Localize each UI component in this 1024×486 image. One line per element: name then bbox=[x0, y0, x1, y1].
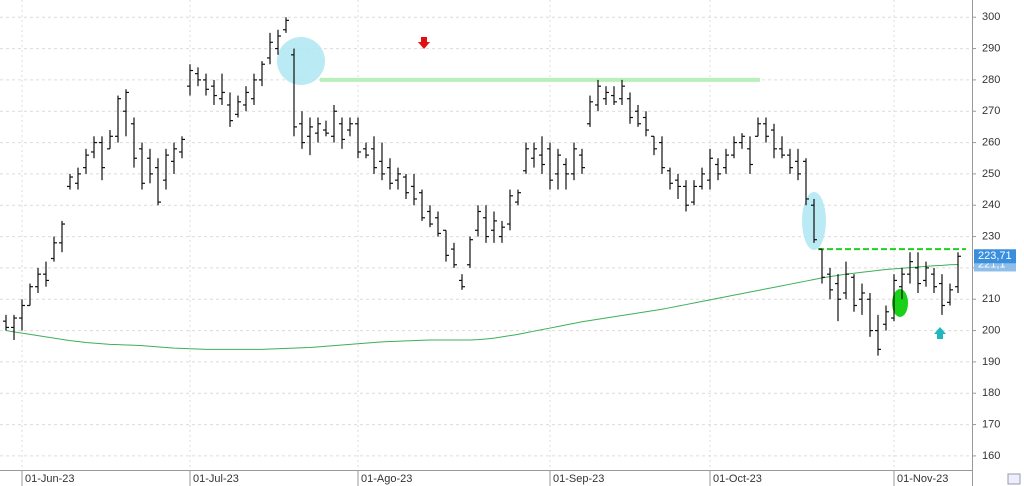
y-tick-label: 270 bbox=[982, 105, 1000, 117]
up-arrow bbox=[934, 327, 946, 339]
highlight-circle bbox=[277, 37, 325, 85]
y-tick-label: 160 bbox=[982, 450, 1000, 462]
price-label: 223,71 bbox=[978, 250, 1012, 262]
y-axis: 1601701801902002102202302402502602702802… bbox=[25, 11, 1016, 485]
x-tick-label: 01-Jun-23 bbox=[25, 473, 75, 485]
moving-average bbox=[5, 263, 959, 350]
corner-icon[interactable] bbox=[1007, 473, 1021, 485]
y-tick-label: 240 bbox=[982, 199, 1000, 211]
y-tick-label: 280 bbox=[982, 74, 1000, 86]
down-arrow bbox=[418, 37, 430, 49]
y-tick-label: 230 bbox=[982, 230, 1000, 242]
y-tick-label: 290 bbox=[982, 42, 1000, 54]
x-tick-label: 01-Oct-23 bbox=[713, 473, 762, 485]
y-tick-label: 250 bbox=[982, 168, 1000, 180]
x-tick-label: 01-Ago-23 bbox=[361, 473, 412, 485]
highlight-ellipse bbox=[892, 289, 908, 317]
x-tick-label: 01-Sep-23 bbox=[553, 473, 604, 485]
y-tick-label: 180 bbox=[982, 387, 1000, 399]
y-tick-label: 260 bbox=[982, 136, 1000, 148]
y-tick-label: 200 bbox=[982, 324, 1000, 336]
x-tick-label: 01-Jul-23 bbox=[193, 473, 239, 485]
x-tick-label: 01-Nov-23 bbox=[897, 473, 948, 485]
y-tick-label: 190 bbox=[982, 356, 1000, 368]
ohlc-bars bbox=[3, 17, 961, 356]
ma-line bbox=[5, 263, 959, 350]
y-tick-label: 170 bbox=[982, 418, 1000, 430]
grid bbox=[0, 0, 972, 486]
y-tick-label: 210 bbox=[982, 293, 1000, 305]
price-label-box bbox=[974, 249, 1016, 264]
y-tick-label: 300 bbox=[982, 11, 1000, 23]
annotation-lines bbox=[320, 77, 966, 251]
